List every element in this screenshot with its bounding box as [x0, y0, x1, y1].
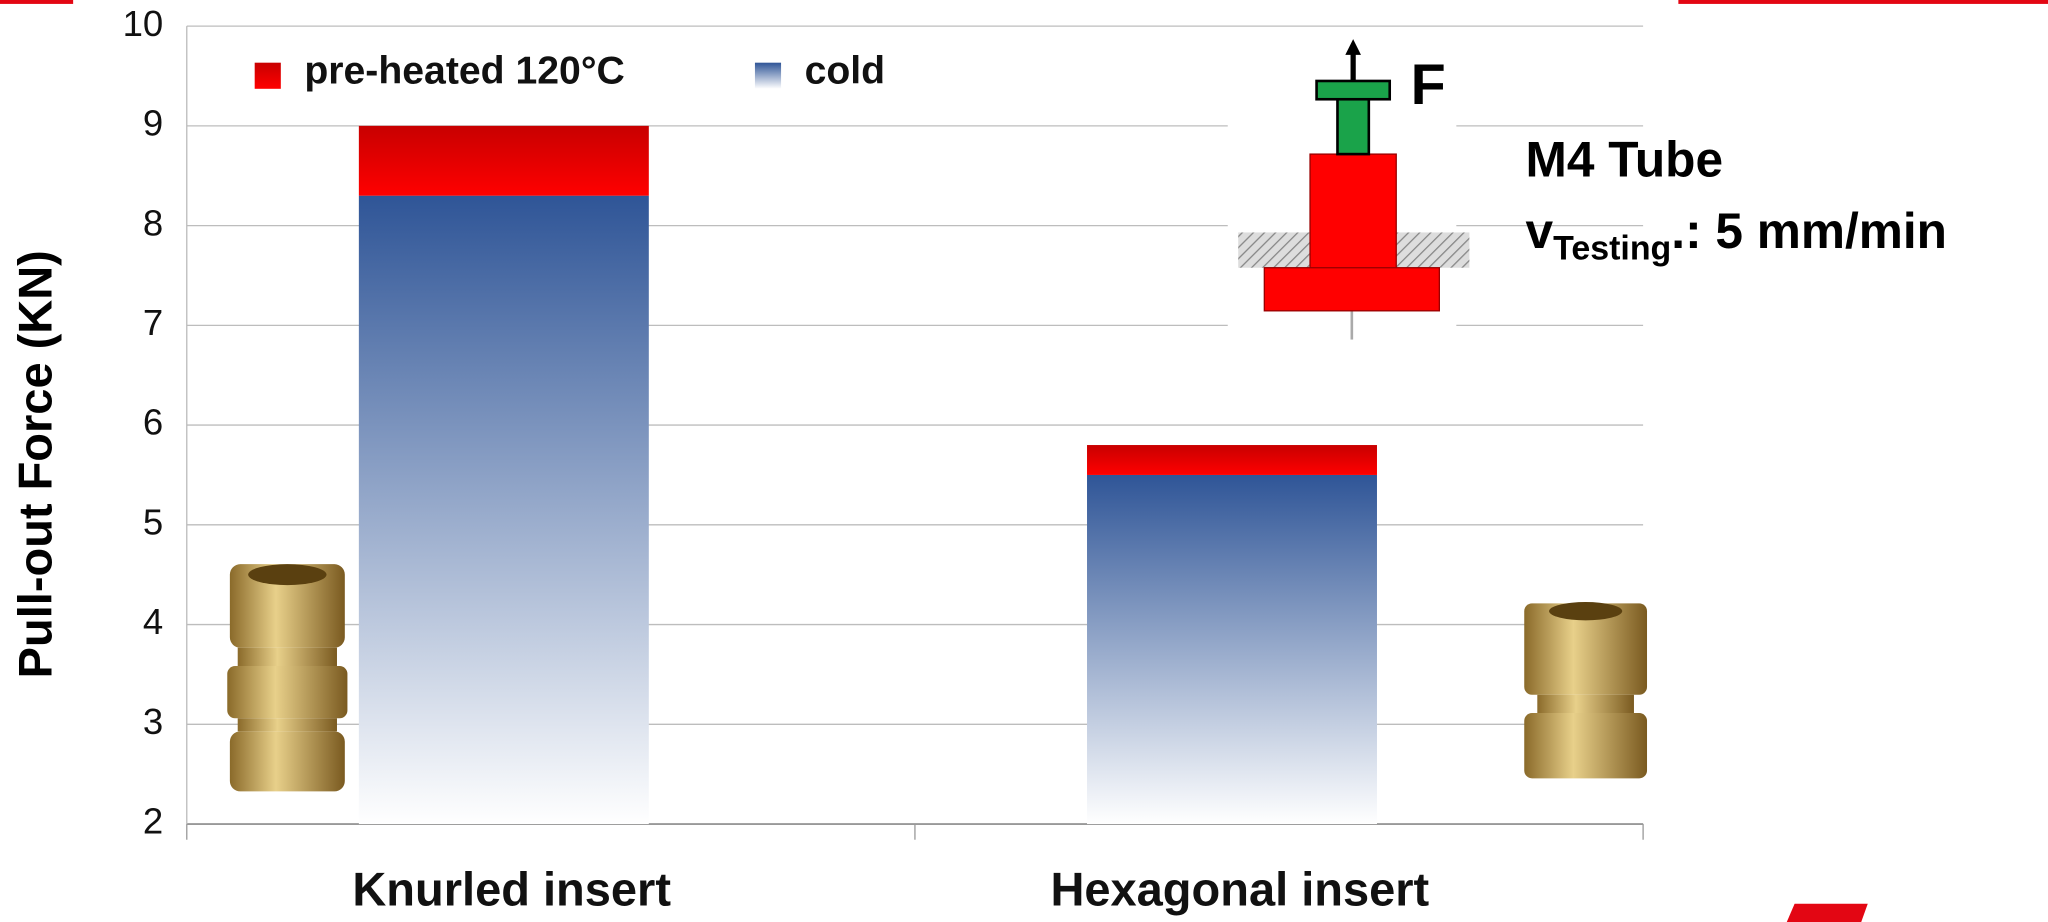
speed-suffix: .: 5 mm/min [1671, 203, 1947, 259]
y-axis-label: Pull-out Force (KN) [9, 250, 62, 678]
speed-main: v [1526, 203, 1554, 259]
bar-segment [1087, 474, 1377, 825]
y-tick-label: 8 [143, 202, 163, 243]
y-tick-label: 2 [143, 801, 163, 842]
hexagonal-insert-image [1524, 602, 1648, 779]
speed-sub: Testing [1553, 230, 1671, 268]
test-diagram [1227, 36, 1470, 344]
plot-area: 2 3 4 5 6 7 8 9 10 Pull-out Force (KN) Knurled ins… [9, 3, 1644, 916]
y-tick-label: 10 [123, 3, 164, 44]
y-tick-label: 3 [143, 701, 163, 742]
y-tick-label: 9 [143, 103, 163, 144]
y-tick-label: 6 [143, 402, 163, 443]
bar-segment [358, 195, 649, 825]
force-label: F [1411, 53, 1446, 117]
bar-segment [1087, 445, 1377, 475]
y-tick-label: 5 [143, 501, 163, 542]
bar-segment [358, 125, 649, 196]
specimen-label: M4 Tube [1526, 131, 1724, 187]
legend-label: pre-heated 120°C [304, 49, 624, 92]
x-tick-label: Knurled insert [352, 863, 671, 916]
legend-swatch [754, 62, 782, 89]
decor [0, 0, 74, 4]
knurled-insert-image [227, 564, 348, 792]
speed-label: vTesting.: 5 mm/min [1526, 203, 1947, 268]
x-tick-label: Hexagonal insert [1050, 863, 1429, 916]
legend-swatch [254, 62, 281, 89]
decor [1678, 0, 2048, 4]
decor [1786, 903, 1868, 922]
y-tick-label: 7 [143, 302, 163, 343]
y-tick-label: 4 [143, 601, 163, 642]
legend-label: cold [805, 49, 886, 92]
